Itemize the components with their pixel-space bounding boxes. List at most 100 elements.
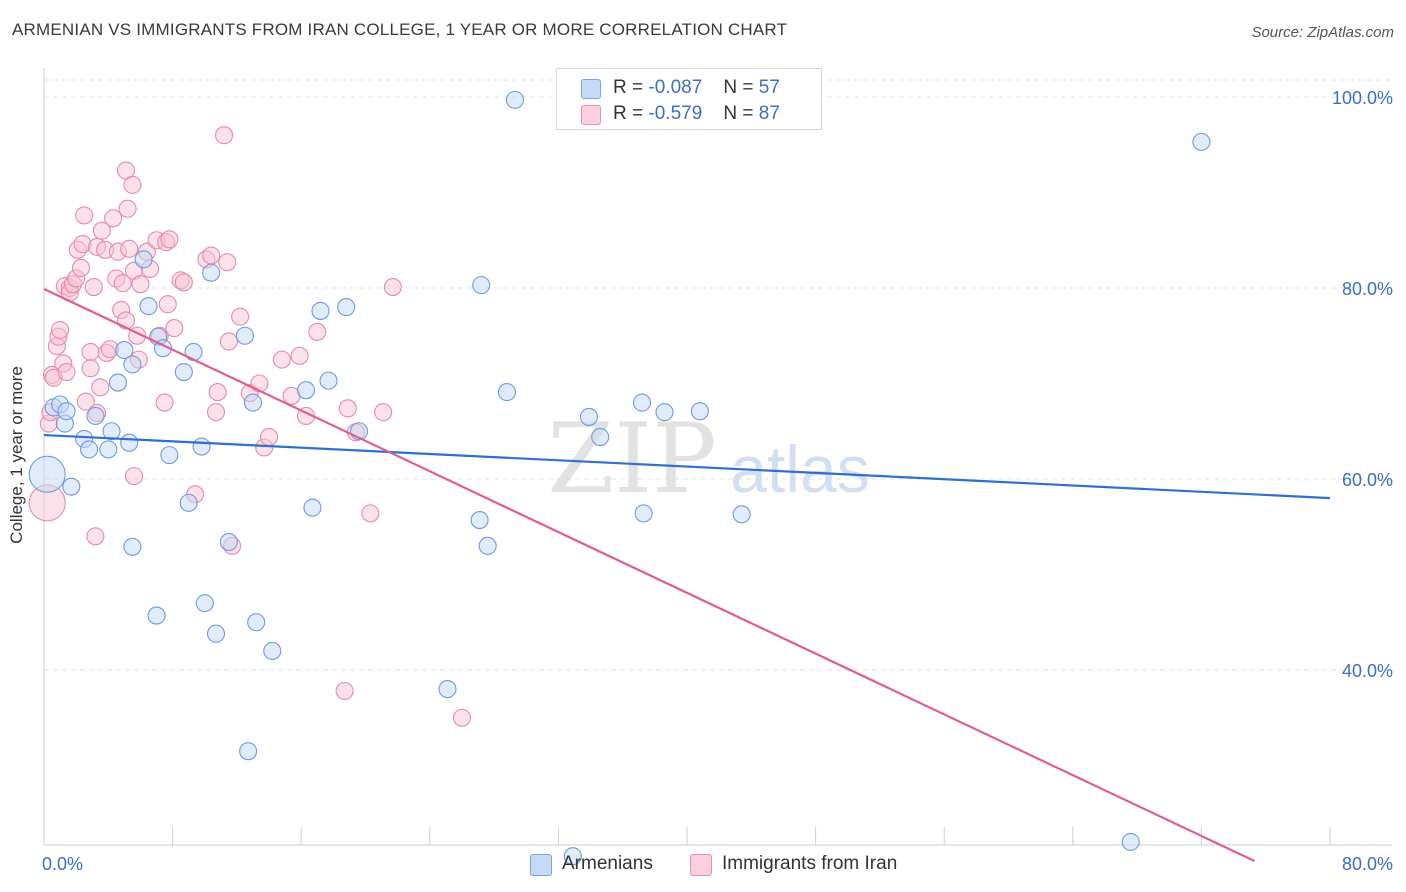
point-armenians	[1121, 832, 1140, 851]
series-armenians-points	[28, 90, 1211, 866]
point-iran	[155, 393, 174, 412]
point-iran	[57, 362, 76, 382]
point-armenians	[296, 381, 316, 400]
axes	[43, 68, 1392, 846]
source-note: Source: ZipAtlas.com	[1251, 24, 1394, 41]
point-armenians	[239, 742, 258, 761]
point-iran	[374, 403, 393, 422]
y-axis-label: College, 1 year or more	[7, 366, 26, 544]
point-armenians	[115, 341, 134, 360]
point-armenians	[192, 437, 211, 456]
point-armenians	[505, 90, 525, 109]
point-iran	[81, 359, 100, 378]
point-armenians	[470, 511, 489, 530]
point-armenians	[174, 362, 193, 382]
point-iran	[131, 275, 150, 294]
point-armenians	[134, 250, 153, 269]
point-armenians	[1192, 132, 1211, 151]
point-iran	[84, 277, 103, 297]
point-armenians	[62, 477, 81, 496]
point-iran	[81, 342, 100, 362]
legend-r-value: -0.579	[648, 103, 703, 124]
correlation-legend: R = -0.087 N = 57 R = -0.579 N = 87	[556, 68, 822, 130]
point-iran	[174, 273, 193, 292]
point-iran	[123, 175, 142, 194]
point-armenians	[123, 355, 142, 374]
trend-line-armenians	[43, 433, 1331, 500]
point-armenians	[438, 680, 457, 699]
point-armenians	[497, 383, 517, 402]
point-iran	[338, 399, 357, 418]
legend-swatch-armenians	[581, 79, 601, 99]
point-armenians	[108, 373, 127, 392]
point-armenians	[472, 276, 491, 295]
point-armenians	[28, 455, 66, 493]
legend-n-value: 87	[758, 103, 780, 124]
y-tick-label: 100.0%	[1332, 88, 1393, 108]
legend-n-label: N =	[723, 103, 754, 124]
point-armenians	[247, 613, 266, 632]
point-armenians	[579, 407, 598, 426]
point-armenians	[79, 440, 99, 459]
point-iran	[290, 346, 309, 365]
point-iran	[361, 504, 380, 523]
bottom-legend-swatch-iran	[690, 854, 712, 876]
x-tick-label: 0.0%	[42, 854, 83, 874]
watermark-zip: ZIP	[547, 403, 716, 515]
watermark: ZIP atlas	[547, 403, 869, 515]
point-iran	[383, 277, 402, 297]
point-armenians	[139, 297, 158, 316]
tick-labels: 100.0% 80.0% 60.0% 40.0% 0.0% 80.0%	[42, 88, 1393, 874]
point-armenians	[732, 505, 751, 524]
point-armenians	[102, 422, 121, 441]
point-iran	[219, 332, 238, 351]
point-iran	[308, 322, 327, 341]
point-armenians	[160, 446, 179, 465]
point-armenians	[337, 298, 356, 317]
point-iran	[120, 239, 139, 258]
point-iran	[75, 206, 94, 225]
point-armenians	[263, 641, 282, 660]
point-armenians	[202, 263, 221, 282]
point-armenians	[219, 532, 238, 552]
point-iran	[76, 392, 95, 411]
point-iran	[206, 403, 226, 422]
y-tick-label: 60.0%	[1342, 470, 1393, 490]
point-armenians	[147, 606, 166, 625]
point-armenians	[57, 402, 76, 421]
point-iran	[214, 126, 234, 145]
point-armenians	[634, 504, 653, 523]
series-iran-points	[28, 126, 472, 727]
legend-swatch-iran	[581, 105, 601, 125]
y-tick-label: 80.0%	[1342, 279, 1393, 299]
point-iran	[250, 374, 269, 393]
bottom-legend-label-armenians: Armenians	[562, 853, 653, 874]
grid-lines	[44, 79, 1392, 671]
point-iran	[160, 230, 179, 249]
point-iran	[259, 427, 279, 447]
point-armenians	[655, 403, 674, 422]
point-armenians	[179, 493, 198, 512]
point-armenians	[632, 393, 652, 412]
point-armenians	[123, 537, 142, 556]
point-iran	[86, 527, 105, 546]
point-armenians	[311, 301, 330, 320]
point-iran	[51, 320, 70, 340]
point-iran	[335, 681, 354, 701]
legend-r-label: R =	[613, 103, 644, 124]
point-iran	[231, 307, 250, 326]
point-armenians	[195, 594, 214, 613]
point-armenians	[243, 393, 263, 412]
point-iran	[452, 708, 472, 727]
point-iran	[71, 258, 91, 277]
point-iran	[113, 274, 132, 293]
point-iran	[124, 467, 144, 486]
point-iran	[91, 378, 110, 397]
trend-line-iran	[43, 287, 1255, 862]
point-iran	[158, 295, 177, 314]
x-tick-label: 80.0%	[1342, 854, 1393, 874]
point-iran	[272, 350, 291, 369]
point-iran	[218, 253, 237, 272]
point-iran	[116, 311, 136, 330]
